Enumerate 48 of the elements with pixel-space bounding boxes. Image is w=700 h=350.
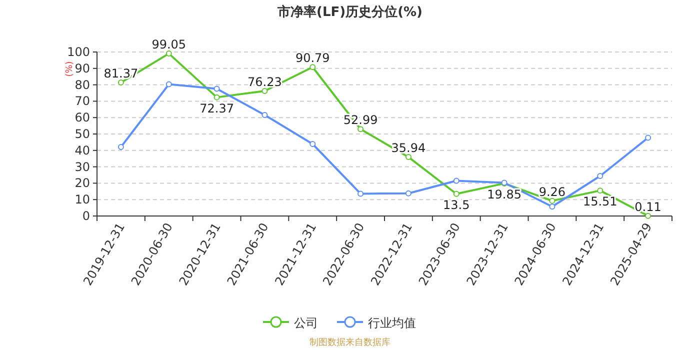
data-label: 90.79	[295, 51, 330, 66]
legend-label: 公司	[294, 316, 318, 330]
data-label: 76.23	[248, 74, 282, 89]
y-tick-label: 100	[67, 45, 90, 59]
y-tick-label: 10	[74, 192, 90, 207]
y-tick-label: 30	[74, 160, 90, 174]
point	[597, 172, 604, 179]
point	[549, 204, 556, 210]
y-axis-title: (%)	[65, 61, 75, 77]
point	[597, 188, 604, 194]
point	[262, 112, 268, 118]
point	[549, 198, 556, 204]
text: 制图数据来自数据库	[310, 337, 390, 348]
y-tick-label: 80	[74, 78, 90, 92]
point	[166, 50, 172, 57]
point	[214, 94, 220, 100]
point	[310, 141, 316, 148]
y-tick-label: 90	[74, 61, 90, 76]
point	[166, 81, 172, 88]
y-tick-label: 60	[74, 110, 90, 125]
data-label: 15.51	[582, 194, 618, 209]
y-tick-label: 40	[74, 143, 90, 158]
point	[358, 126, 364, 132]
data-label: 19.85	[487, 187, 522, 202]
chart-title: 市净率(LF)历史分位(%)	[276, 4, 422, 20]
point	[118, 144, 124, 150]
point	[214, 86, 220, 92]
data-label: 35.94	[391, 141, 426, 156]
y-tick-label: 50	[74, 127, 90, 141]
point	[453, 190, 460, 197]
data-label: 99.05	[152, 38, 186, 52]
point	[645, 212, 652, 219]
data-label: 13.5	[443, 198, 470, 212]
point	[405, 190, 412, 196]
point	[453, 178, 460, 184]
y-tick-label: 0	[82, 209, 90, 223]
y-tick-label: 20	[74, 176, 90, 190]
data-label: 9.26	[538, 184, 566, 199]
data-label: 72.37	[200, 101, 234, 116]
point	[358, 190, 364, 197]
y-tick-label: 70	[74, 94, 90, 108]
point	[405, 154, 412, 160]
point	[118, 80, 124, 86]
point	[310, 64, 316, 70]
point	[645, 134, 652, 141]
legend-label: 行业均值	[368, 316, 416, 330]
data-label: 0.11	[634, 200, 662, 214]
point	[262, 88, 268, 94]
